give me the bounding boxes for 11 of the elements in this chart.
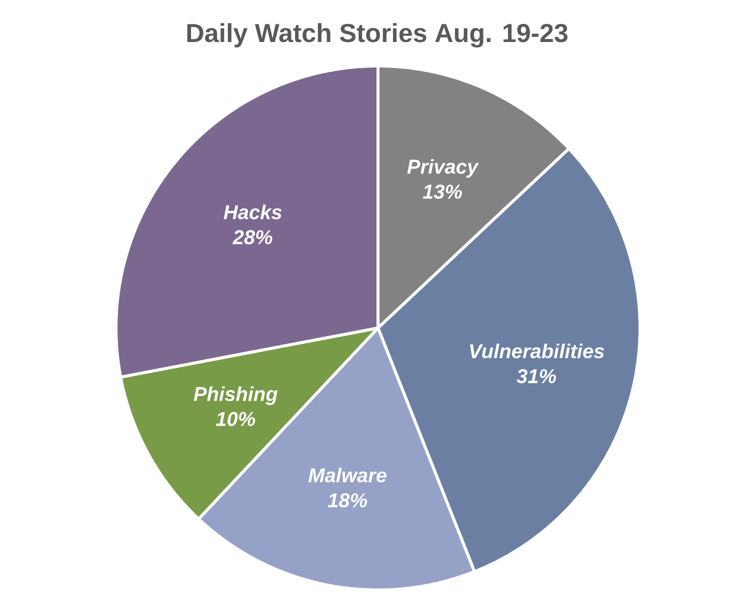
slice-label: Phishing (194, 386, 278, 406)
slice-label: Privacy (407, 159, 479, 178)
data-label: 18% (328, 493, 368, 508)
slice-label: Hacks (224, 204, 282, 220)
data-label: 31% (516, 369, 556, 384)
data-label: 28% (232, 230, 272, 244)
slice-label: Malware (308, 468, 386, 482)
data-label: 13% (422, 184, 462, 199)
data-label: 10% (216, 412, 256, 426)
chart-title: Daily Watch Stories Aug. 19-23 (187, 23, 568, 48)
slice-label: Vulnerabilities (470, 344, 604, 358)
